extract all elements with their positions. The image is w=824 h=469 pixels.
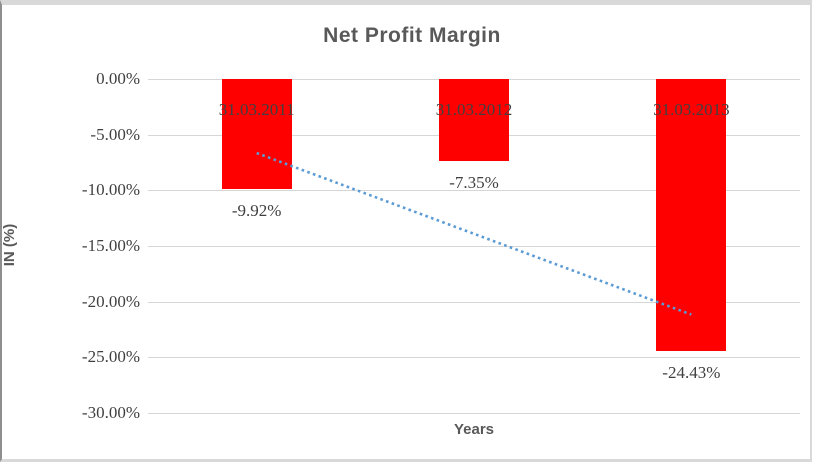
bar-31.03.2011[interactable] [221,79,292,190]
y-axis-title: IN (%) [1,223,18,267]
data-label: -24.43% [662,362,721,382]
data-label: -9.92% [231,201,282,221]
category-label: 31.03.2013 [653,100,730,119]
y-axis-tick-label: 0.00% [96,69,140,88]
gridline [148,301,800,303]
trendline [256,151,692,316]
chart-title: Net Profit Margin [323,24,501,47]
category-label: 31.03.2011 [218,100,295,119]
gridline [148,357,800,359]
y-axis-tick-label: -5.00% [90,124,140,144]
gridline [148,246,800,247]
gridline [148,190,800,192]
gridline [148,413,800,414]
category-label: 31.03.2012 [435,100,513,119]
y-axis-tick-label: -20.00% [81,291,140,311]
x-axis-title: Years [453,421,495,438]
y-axis-tick-label: -25.00% [81,347,140,367]
data-label: -7.35% [449,172,499,192]
bar-31.03.2012[interactable] [439,79,509,161]
y-axis-tick-label: -15.00% [81,236,140,255]
plot-area: 31.03.2011 -9.92% 31.03.2012 -7.35% 31.03.20… [148,79,800,414]
y-axis-tick-label: -30.00% [81,403,140,422]
y-axis-tick-label: -10.00% [81,180,140,200]
